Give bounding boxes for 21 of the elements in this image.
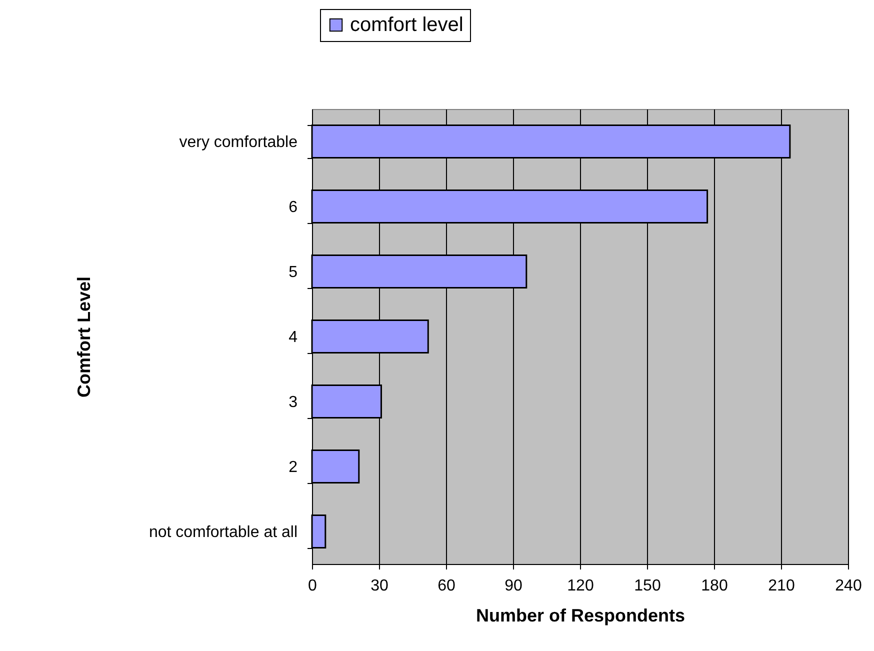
y-tick-label: very comfortable <box>179 134 298 151</box>
x-tick-label: 0 <box>308 578 318 594</box>
x-tick-label: 240 <box>835 578 862 594</box>
y-tick-label: 5 <box>288 264 298 281</box>
bar <box>311 514 326 548</box>
y-tick-label: not comfortable at all <box>148 524 298 541</box>
y-axis-title: Comfort Level <box>74 276 94 398</box>
y-tick-label: 4 <box>288 329 298 346</box>
x-tick-label: 60 <box>438 578 456 594</box>
x-tick-label: 90 <box>504 578 522 594</box>
x-tick-label: 30 <box>370 578 388 594</box>
x-tick-label: 180 <box>701 578 728 594</box>
y-tick-label: 3 <box>288 394 298 411</box>
legend-label: comfort level <box>350 14 464 36</box>
x-tick-label: 120 <box>567 578 594 594</box>
x-tick-label: 150 <box>634 578 661 594</box>
y-tick-label: 2 <box>288 459 298 476</box>
bar <box>311 450 360 484</box>
x-axis-title: Number of Respondents <box>476 606 686 626</box>
y-tick-label: 6 <box>288 199 298 216</box>
x-tick-label: 210 <box>768 578 795 594</box>
